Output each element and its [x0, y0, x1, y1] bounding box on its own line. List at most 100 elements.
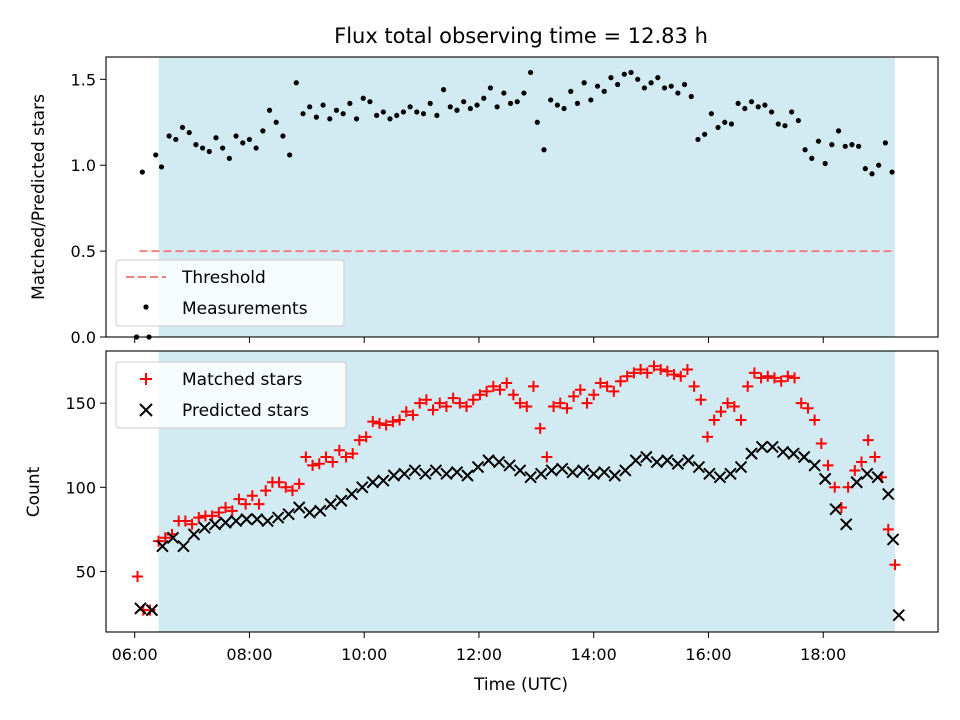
- measurement-point: [253, 145, 259, 151]
- measurement-point: [514, 99, 520, 105]
- matched-star-point: [420, 394, 432, 406]
- measurement-point: [554, 102, 560, 108]
- predicted-star-point: [766, 440, 779, 454]
- predicted-star-point: [366, 476, 380, 489]
- xtick-label: 12:00: [456, 645, 502, 664]
- predicted-star-point: [713, 470, 727, 484]
- bottom-legend-box: [115, 361, 347, 429]
- bottom-ytick-label: 50: [76, 562, 96, 581]
- predicted-star-point: [282, 508, 295, 521]
- bottom-legend: Matched stars Predicted stars: [115, 361, 347, 429]
- predicted-star-point: [219, 516, 232, 529]
- predicted-star-point: [145, 603, 159, 617]
- top-ytick-label: 0.0: [71, 328, 96, 347]
- matched-star-point: [220, 501, 232, 513]
- measurement-point: [394, 112, 400, 119]
- predicted-star-point: [703, 467, 716, 481]
- matched-star-point: [748, 367, 760, 379]
- measurement-point: [307, 104, 313, 110]
- predicted-star-point: [429, 464, 443, 477]
- measurement-point: [333, 107, 340, 113]
- measurement-point: [548, 97, 554, 103]
- measurement-point: [367, 99, 373, 105]
- matched-star-point: [829, 481, 841, 493]
- matched-star-point: [869, 451, 881, 463]
- predicted-star-point: [755, 440, 769, 454]
- measurement-point: [835, 128, 842, 134]
- predicted-star-point: [345, 487, 358, 501]
- measurement-point: [313, 114, 319, 120]
- measurement-point: [293, 80, 299, 86]
- matched-star-point: [862, 434, 874, 446]
- matched-star-point: [293, 478, 305, 490]
- bottom-ytick-label: 150: [65, 394, 96, 413]
- matched-star-point: [280, 481, 292, 493]
- matched-star-point: [708, 414, 720, 426]
- predicted-star-point: [587, 467, 600, 481]
- matched-star-point: [849, 464, 861, 476]
- measurement-point: [675, 90, 681, 96]
- measurement-point: [742, 105, 748, 112]
- xtick-label: 14:00: [571, 645, 617, 664]
- predicted-star-point: [886, 533, 900, 546]
- matched-star-point: [681, 364, 693, 376]
- measurement-point: [193, 142, 199, 148]
- matched-star-point: [882, 523, 894, 535]
- measurement-point: [748, 99, 755, 105]
- measurement-point: [266, 107, 273, 113]
- predicted-star-point: [208, 518, 222, 531]
- matched-star-point: [594, 377, 606, 389]
- matched-star-point: [501, 377, 513, 389]
- predicted-star-point: [419, 467, 432, 481]
- predicted-star-point: [598, 465, 611, 479]
- measurement-point: [681, 81, 688, 88]
- matched-star-point: [675, 370, 687, 382]
- matched-star-point: [795, 397, 807, 409]
- x-axis-label: Time (UTC): [473, 675, 568, 695]
- matched-star-point: [447, 392, 459, 404]
- bottom-panel: 50 100 150 06:00 08:00 10:00 12:00 14:00 16:00 1…: [24, 350, 939, 695]
- matched-star-point: [434, 397, 446, 409]
- matched-star-point: [615, 375, 627, 387]
- measurement-point: [628, 69, 634, 76]
- matched-star-point: [461, 401, 473, 413]
- measurement-point: [561, 105, 567, 112]
- predicted-star-point: [156, 539, 169, 553]
- measurement-point: [541, 147, 547, 153]
- legend-measurements-label: Measurements: [182, 299, 308, 319]
- matched-star-point: [347, 448, 359, 460]
- measurement-point: [822, 160, 828, 167]
- legend-threshold-label: Threshold: [181, 268, 266, 288]
- measurement-point: [568, 88, 574, 94]
- measurement-point: [641, 85, 648, 91]
- predicted-star-point: [724, 467, 737, 481]
- matched-star-point: [206, 510, 218, 522]
- matched-star-point: [661, 365, 673, 377]
- measurement-point: [829, 142, 835, 148]
- predicted-star-point: [734, 460, 748, 474]
- measurement-point: [166, 133, 172, 139]
- measurement-point: [856, 143, 862, 149]
- matched-star-point: [534, 422, 546, 434]
- measurement-point: [420, 111, 427, 117]
- predicted-star-point: [776, 445, 790, 459]
- predicted-star-point: [166, 531, 180, 544]
- matched-star-point: [601, 380, 613, 392]
- matched-star-point: [815, 438, 827, 450]
- measurement-point: [661, 85, 668, 91]
- predicted-star-point: [661, 454, 674, 467]
- measurement-point: [862, 166, 868, 172]
- measurement-point: [414, 109, 420, 115]
- measurement-point: [795, 117, 801, 124]
- predicted-star-point: [608, 469, 621, 482]
- measurement-point: [233, 133, 239, 139]
- measurement-point: [487, 85, 494, 91]
- measurement-point: [615, 81, 621, 88]
- predicted-star-point: [356, 481, 369, 494]
- matched-star-point: [494, 384, 506, 396]
- matched-star-point: [581, 397, 593, 409]
- measurement-point: [815, 138, 822, 144]
- measurement-point: [474, 102, 480, 108]
- measurement-point: [461, 99, 467, 105]
- predicted-star-point: [261, 514, 274, 528]
